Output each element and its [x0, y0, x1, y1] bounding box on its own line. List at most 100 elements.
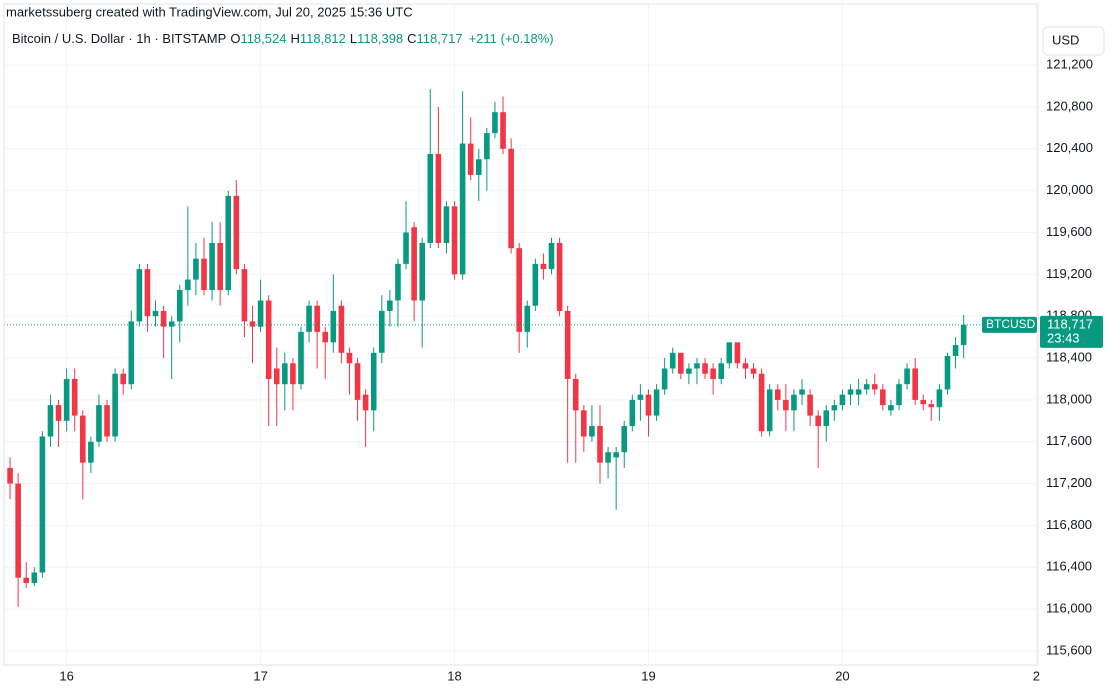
candle-body [718, 363, 725, 379]
candle-body [556, 242, 563, 311]
ticker-tag [982, 316, 1037, 333]
candle-body [225, 195, 232, 291]
candle-body [249, 321, 256, 327]
candle-body [201, 258, 207, 291]
y-tick-label: 121,200 [1046, 57, 1093, 72]
candle-body [799, 389, 805, 395]
y-tick-label: 116,000 [1046, 601, 1092, 616]
candle-body [702, 363, 708, 374]
candle-body [346, 352, 353, 364]
candle-body [540, 263, 547, 270]
candle-body [629, 399, 636, 427]
candle-body [475, 159, 482, 175]
candle-body [742, 363, 749, 369]
candle-body [669, 352, 676, 369]
candle-body [661, 368, 668, 390]
candle-body [403, 232, 409, 264]
y-tick-label: 120,800 [1046, 98, 1093, 113]
candle-body [944, 355, 951, 390]
candle-body [7, 467, 13, 484]
candle-body [120, 373, 126, 385]
candle-body [734, 342, 741, 364]
candle-body [888, 405, 894, 411]
y-tick-label: 117,600 [1046, 433, 1092, 448]
candle-body [613, 452, 619, 458]
candle-body [928, 404, 935, 408]
candle-body [306, 305, 312, 332]
candle-body [605, 452, 611, 463]
candle-body [766, 389, 773, 432]
legend-key: L [350, 31, 357, 46]
candle-body [15, 483, 21, 578]
candle-body [855, 389, 862, 395]
plot-frame [3, 3, 1039, 666]
candle-body [338, 305, 345, 353]
candle-body [112, 373, 118, 437]
x-tick-label: 16 [59, 668, 73, 683]
candle-body [39, 436, 46, 573]
candle-body [532, 263, 539, 306]
candle-body [678, 352, 684, 374]
candle-body [193, 258, 199, 280]
candle-body [920, 399, 927, 405]
candle-body [459, 143, 466, 275]
candle-body [209, 242, 215, 291]
candle-body [136, 269, 143, 322]
y-tick-label: 116,800 [1046, 517, 1092, 532]
symbol: Bitcoin / U.S. Dollar · 1h · BITSTAMP [12, 31, 226, 46]
y-tick-label: 118,400 [1046, 349, 1092, 364]
candle-body [71, 378, 78, 416]
currency[interactable]: USD [1052, 32, 1079, 47]
candle-body [273, 368, 280, 385]
candle-body [290, 363, 296, 385]
candle-body [484, 133, 490, 160]
candle-body [322, 331, 329, 343]
x-tick-label: 2 [1033, 668, 1040, 683]
candle-body [451, 206, 458, 275]
candle-body [443, 206, 450, 243]
candle-body [257, 300, 264, 327]
x-tick-label: 18 [447, 668, 461, 683]
legend-value: 118,524 [240, 31, 286, 46]
candle-body [880, 389, 886, 406]
candle-body [645, 394, 652, 416]
last-price: 118,717 [1047, 316, 1093, 331]
candle-body [31, 572, 38, 583]
candle-body [427, 154, 434, 243]
candle-body [564, 310, 571, 379]
y-tick-label: 120,000 [1046, 182, 1093, 197]
candle-body [960, 324, 967, 346]
candle-body [807, 394, 813, 416]
candle-body [823, 410, 830, 427]
candle-body [23, 577, 30, 583]
y-tick-label: 115,600 [1046, 642, 1092, 657]
candle-body [63, 378, 70, 421]
candle-body [370, 352, 377, 411]
candle-body [508, 148, 514, 249]
candle-body [233, 195, 240, 270]
legend-key: H [290, 31, 299, 46]
candle-body [96, 405, 102, 442]
caption: marketssuberg created with TradingView.c… [6, 4, 413, 19]
candle-body [871, 384, 878, 390]
candle-body [831, 405, 838, 411]
candle-body [314, 305, 320, 332]
candle-body [88, 441, 94, 463]
candle-body [758, 373, 765, 432]
candle-body [395, 263, 401, 301]
candle-body [952, 345, 959, 356]
countdown: 23:43 [1047, 330, 1080, 345]
candle-body [144, 269, 151, 317]
candle-body [47, 405, 54, 437]
candle-body [694, 363, 700, 369]
candle-body [686, 368, 692, 374]
candle-body [500, 112, 506, 149]
candle-body [419, 242, 426, 301]
ticker: BTCUSD [986, 317, 1036, 331]
y-tick-label: 118,000 [1046, 391, 1092, 406]
candle-body [185, 279, 191, 291]
candle-body [548, 242, 555, 270]
currency-button[interactable] [1042, 26, 1105, 56]
